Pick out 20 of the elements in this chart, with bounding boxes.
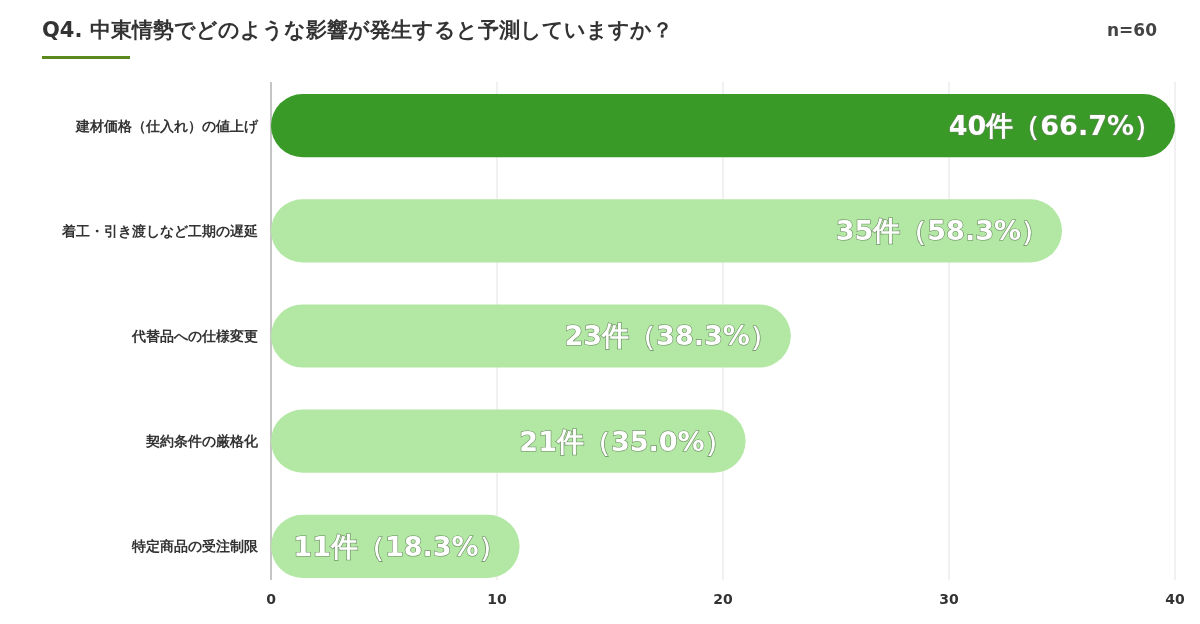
data-label: 21件（35.0%） bbox=[519, 425, 732, 457]
x-tick-label: 20 bbox=[713, 591, 733, 607]
y-tick-label: 建材価格（仕入れ）の値上げ bbox=[75, 117, 259, 134]
x-tick-label: 30 bbox=[939, 591, 959, 607]
y-tick-label: 特定商品の受注制限 bbox=[131, 538, 259, 555]
y-tick-label: 契約条件の厳格化 bbox=[145, 433, 259, 450]
data-label: 23件（38.3%） bbox=[564, 320, 777, 352]
y-tick-label: 着工・引き渡しなど工期の遅延 bbox=[61, 222, 258, 239]
bar bbox=[271, 199, 1062, 263]
bar bbox=[271, 304, 791, 368]
bar bbox=[271, 94, 1175, 158]
chart-title: Q4. 中東情勢でどのような影響が発生すると予測していますか？ bbox=[42, 18, 673, 42]
text: n=60 bbox=[1106, 20, 1158, 40]
data-label: 35件（58.3%） bbox=[835, 215, 1048, 247]
y-tick-label: 代替品への仕様変更 bbox=[131, 327, 258, 344]
data-label: 40件（66.7%） bbox=[948, 110, 1161, 142]
data-label: 11件（18.3%） bbox=[293, 530, 506, 562]
x-tick-label: 40 bbox=[1165, 591, 1185, 607]
x-tick-label: 10 bbox=[487, 591, 507, 607]
x-tick-label: 0 bbox=[266, 591, 277, 607]
